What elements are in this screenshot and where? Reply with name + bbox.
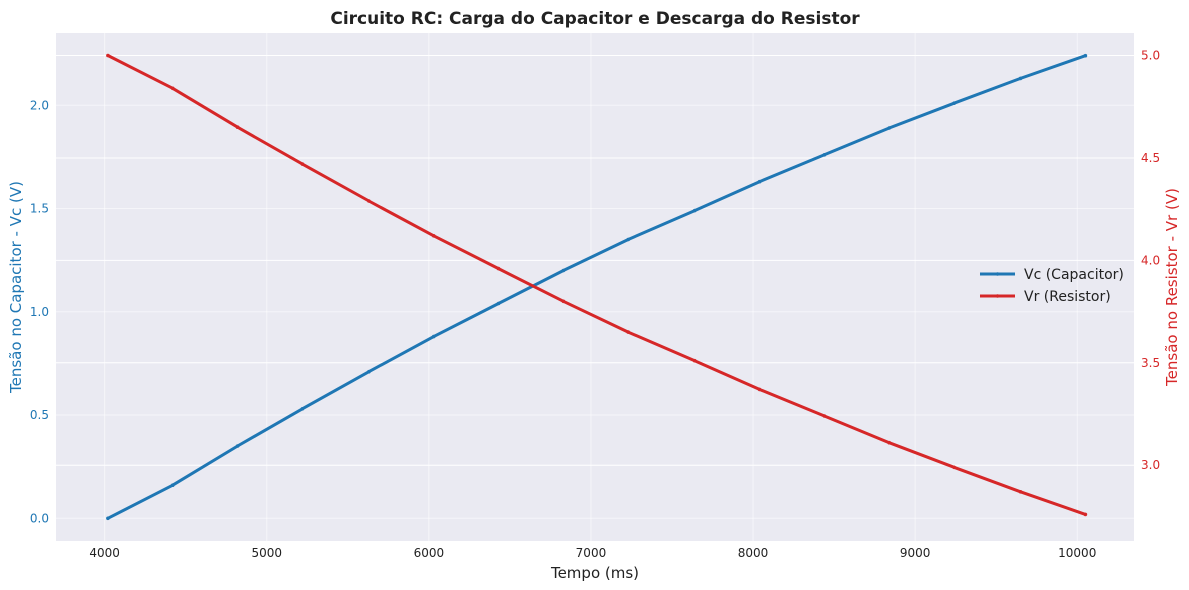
- capacitor-data-point: [626, 237, 630, 242]
- resistor-data-point: [1018, 490, 1023, 494]
- plot-background: [56, 33, 1134, 541]
- resistor-data-point: [757, 387, 762, 392]
- x-axis-ticks: 4000 5000 6000 7000 8000 9000 10000: [89, 546, 1096, 560]
- resistor-data-point: [235, 125, 240, 129]
- resistor-data-point: [431, 234, 436, 238]
- resistor-data-point: [106, 53, 110, 58]
- capacitor-data-point: [561, 268, 566, 273]
- resistor-data-point: [367, 199, 371, 203]
- resistor-data-point: [1083, 512, 1088, 517]
- legend: Vc (Capacitor) Vr (Resistor): [980, 267, 1124, 305]
- y-right-tick-label: 3.5: [1141, 356, 1160, 370]
- capacitor-data-point: [757, 179, 762, 184]
- resistor-data-point: [692, 358, 697, 363]
- x-axis-label: Tempo (ms): [550, 564, 639, 582]
- legend-resistor-marker: [995, 294, 1000, 298]
- capacitor-data-point: [170, 483, 175, 488]
- y-left-tick-label: 2.0: [30, 98, 49, 112]
- y-right-tick-label: 5.0: [1141, 49, 1160, 63]
- y-left-tick-label: 1.0: [30, 305, 49, 319]
- y-right-axis-label: Tensão no Resistor - Vr (V): [1163, 188, 1181, 387]
- y-left-axis-label: Tensão no Capacitor - Vc (V): [7, 181, 25, 394]
- y-right-axis-ticks: 3.0 3.5 4.0 4.5 5.0: [1141, 49, 1160, 473]
- legend-resistor-label: Vr (Resistor): [1024, 289, 1111, 305]
- y-right-tick-label: 4.0: [1141, 253, 1160, 267]
- capacitor-data-point: [887, 126, 891, 130]
- capacitor-data-point: [300, 407, 305, 411]
- y-left-tick-label: 0.0: [30, 511, 49, 525]
- legend-capacitor-marker: [995, 272, 1000, 276]
- capacitor-data-point: [235, 444, 240, 448]
- x-tick-label: 10000: [1058, 546, 1096, 560]
- x-tick-label: 6000: [414, 546, 445, 560]
- resistor-data-point: [170, 86, 175, 91]
- series-lines: [106, 53, 1088, 521]
- capacitor-data-point: [952, 101, 956, 105]
- x-tick-label: 8000: [738, 546, 769, 560]
- capacitor-data-point: [1083, 53, 1088, 58]
- x-tick-label: 9000: [900, 546, 931, 560]
- x-tick-label: 4000: [89, 546, 120, 560]
- resistor-series-line: [107, 54, 1086, 516]
- resistor-data-point: [952, 465, 956, 470]
- chart-title: Circuito RC: Carga do Capacitor e Descar…: [330, 9, 860, 29]
- capacitor-data-point: [496, 301, 501, 306]
- capacitor-data-point: [431, 334, 436, 339]
- capacitor-data-point: [822, 153, 827, 157]
- resistor-data-point: [626, 330, 630, 334]
- y-right-tick-label: 3.0: [1141, 458, 1160, 472]
- resistor-data-point: [300, 162, 305, 166]
- resistor-data-point: [887, 440, 891, 445]
- capacitor-data-point: [367, 369, 371, 374]
- y-left-axis-ticks: 0.0 0.5 1.0 1.5 2.0: [30, 98, 49, 525]
- y-left-tick-label: 1.5: [30, 202, 49, 216]
- capacitor-data-point: [106, 516, 110, 521]
- x-tick-label: 5000: [251, 546, 282, 560]
- capacitor-series-line: [107, 54, 1086, 520]
- resistor-data-point: [561, 299, 566, 304]
- grid-lines: [56, 33, 1134, 541]
- resistor-data-point: [496, 266, 501, 271]
- capacitor-data-point: [692, 208, 697, 213]
- legend-capacitor-label: Vc (Capacitor): [1024, 267, 1124, 283]
- resistor-data-point: [822, 414, 827, 418]
- y-right-tick-label: 4.5: [1141, 151, 1160, 165]
- x-tick-label: 7000: [576, 546, 607, 560]
- y-left-tick-label: 0.5: [30, 408, 49, 422]
- capacitor-data-point: [1018, 76, 1023, 81]
